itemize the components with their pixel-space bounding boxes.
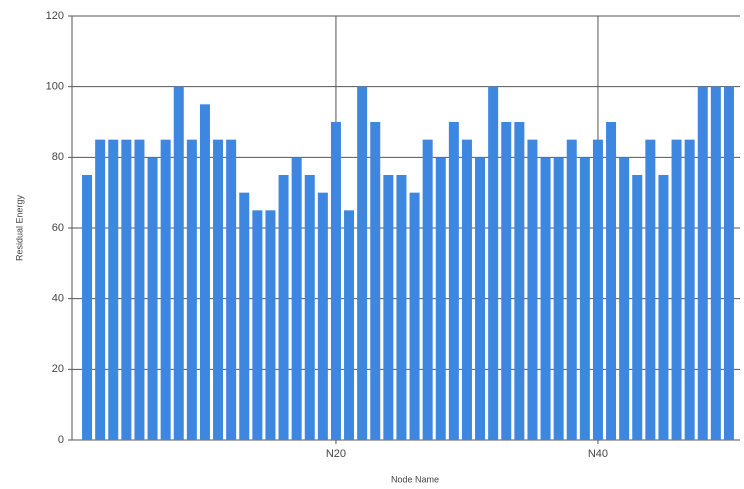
bar — [265, 210, 276, 440]
bar — [317, 192, 328, 440]
bar — [409, 192, 420, 440]
bar — [579, 157, 590, 441]
bar — [134, 139, 145, 440]
y-tick-label: 20 — [52, 363, 64, 375]
bar — [213, 139, 224, 440]
bar — [357, 86, 368, 441]
y-tick-label: 120 — [46, 10, 64, 22]
bar — [435, 157, 446, 441]
bar — [330, 122, 341, 440]
bar — [291, 157, 302, 441]
y-tick-label: 100 — [46, 81, 64, 93]
bar — [514, 122, 525, 440]
bar — [186, 139, 197, 440]
bar — [461, 139, 472, 440]
bar — [632, 175, 643, 440]
bar — [108, 139, 119, 440]
y-tick-label: 80 — [52, 151, 64, 163]
y-tick-label: 0 — [58, 434, 64, 446]
bar — [671, 139, 682, 440]
y-axis-title: Residual Energy — [14, 194, 24, 261]
bar — [697, 86, 708, 441]
bar — [606, 122, 617, 440]
bar — [239, 192, 250, 440]
bar — [383, 175, 394, 440]
bar — [710, 86, 721, 441]
bar — [278, 175, 289, 440]
bar — [396, 175, 407, 440]
bar — [566, 139, 577, 440]
bar — [475, 157, 486, 441]
x-axis-title: Node Name — [391, 474, 439, 484]
bar — [684, 139, 695, 440]
y-tick-label: 60 — [52, 222, 64, 234]
bar — [344, 210, 355, 440]
x-tick-label: N40 — [588, 448, 608, 460]
bar — [95, 139, 106, 440]
bar — [488, 86, 499, 441]
bar — [147, 157, 158, 441]
bar — [160, 139, 171, 440]
bar — [199, 104, 210, 440]
bar — [304, 175, 315, 440]
x-tick-label: N20 — [326, 448, 346, 460]
bar — [252, 210, 263, 440]
bar — [370, 122, 381, 440]
bar — [82, 175, 93, 440]
bar — [658, 175, 669, 440]
bar — [553, 157, 564, 441]
bar — [121, 139, 132, 440]
bar — [592, 139, 603, 440]
bar — [645, 139, 656, 440]
bar — [448, 122, 459, 440]
bar — [501, 122, 512, 440]
bar — [173, 86, 184, 441]
bar — [619, 157, 630, 441]
bar — [527, 139, 538, 440]
y-tick-label: 40 — [52, 293, 64, 305]
bar — [422, 139, 433, 440]
bar — [540, 157, 551, 441]
bar — [226, 139, 237, 440]
bar — [723, 86, 734, 441]
